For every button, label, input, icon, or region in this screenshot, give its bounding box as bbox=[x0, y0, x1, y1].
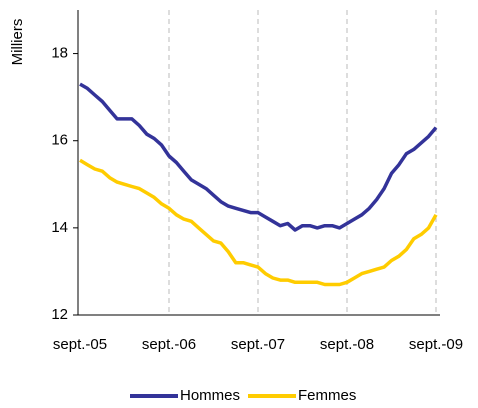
y-tick-label: 14 bbox=[51, 219, 68, 236]
y-tick-label: 18 bbox=[51, 45, 68, 62]
y-tick-label: 12 bbox=[51, 306, 68, 323]
x-tick-label: sept.-09 bbox=[409, 336, 463, 353]
series-line bbox=[79, 82, 438, 232]
x-tick-label: sept.-08 bbox=[320, 336, 374, 353]
y-tick-label: 16 bbox=[51, 132, 68, 149]
legend-label: Femmes bbox=[298, 387, 356, 404]
y-axis-label: Milliers bbox=[9, 19, 26, 66]
x-tick-label: sept.-07 bbox=[231, 336, 285, 353]
series-line bbox=[79, 158, 438, 287]
x-tick-label: sept.-06 bbox=[142, 336, 196, 353]
x-tick-label: sept.-05 bbox=[53, 336, 107, 353]
legend-label: Hommes bbox=[180, 387, 240, 404]
